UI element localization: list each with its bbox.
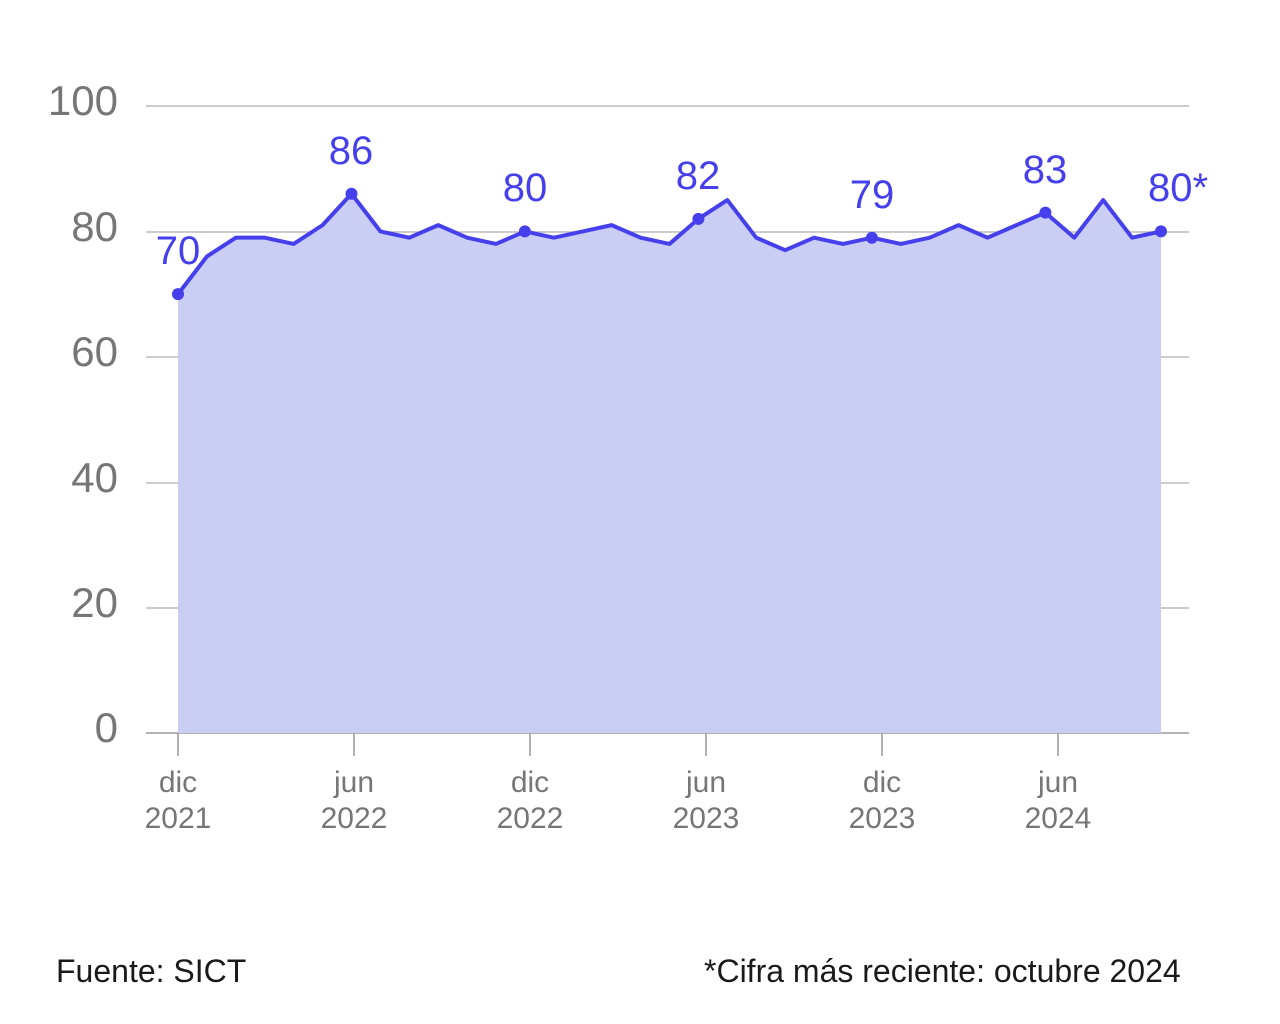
svg-text:83: 83 bbox=[1023, 148, 1068, 192]
svg-text:dic: dic bbox=[511, 766, 549, 799]
svg-text:dic: dic bbox=[159, 766, 197, 799]
svg-text:2023: 2023 bbox=[673, 802, 740, 835]
svg-text:2024: 2024 bbox=[1025, 802, 1092, 835]
svg-text:2022: 2022 bbox=[321, 802, 388, 835]
svg-text:*Cifra más reciente: octubre 2: *Cifra más reciente: octubre 2024 bbox=[704, 953, 1181, 989]
svg-text:86: 86 bbox=[329, 129, 374, 173]
svg-text:100: 100 bbox=[48, 77, 118, 124]
svg-text:2021: 2021 bbox=[145, 802, 212, 835]
svg-text:70: 70 bbox=[156, 229, 201, 273]
svg-text:80: 80 bbox=[503, 166, 548, 210]
svg-text:80*: 80* bbox=[1148, 166, 1208, 210]
svg-text:79: 79 bbox=[850, 173, 895, 217]
svg-text:0: 0 bbox=[95, 704, 118, 751]
svg-text:2023: 2023 bbox=[849, 802, 916, 835]
svg-text:40: 40 bbox=[71, 454, 118, 501]
svg-text:jun: jun bbox=[333, 766, 374, 799]
svg-text:80: 80 bbox=[71, 203, 118, 250]
svg-text:60: 60 bbox=[71, 328, 118, 375]
svg-text:dic: dic bbox=[863, 766, 901, 799]
svg-text:2022: 2022 bbox=[497, 802, 564, 835]
svg-text:Fuente: SICT: Fuente: SICT bbox=[56, 953, 246, 989]
svg-text:82: 82 bbox=[676, 154, 721, 198]
svg-text:jun: jun bbox=[685, 766, 726, 799]
svg-text:jun: jun bbox=[1037, 766, 1078, 799]
svg-text:20: 20 bbox=[71, 579, 118, 626]
